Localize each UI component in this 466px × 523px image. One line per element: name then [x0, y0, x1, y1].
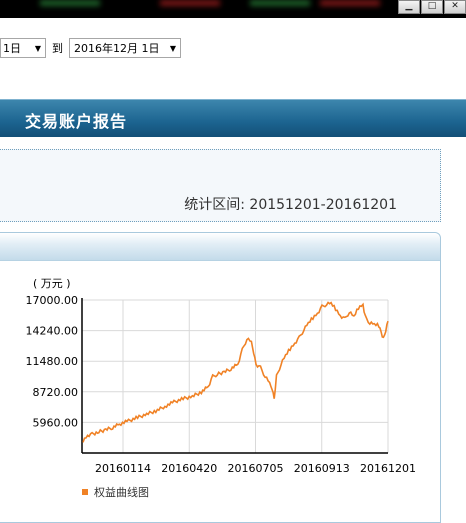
date-range-selector: 1日 ▼ 到 2016年12月 1日 ▼: [0, 38, 181, 58]
legend-label: 权益曲线图: [94, 486, 149, 499]
end-date-value: 2016年12月 1日: [74, 42, 160, 55]
chart-panel-header: [0, 233, 440, 261]
y-tick-labels: 17000.00 14240.00 11480.00 8720.00 5960.00: [26, 294, 79, 429]
y-tick-label: 5960.00: [33, 416, 79, 429]
summary-panel: 统计区间: 20151201-20161201: [0, 149, 441, 222]
chevron-down-icon: ▼: [34, 43, 41, 53]
maximize-button[interactable]: □: [421, 0, 443, 14]
y-tick-label: 8720.00: [33, 386, 79, 399]
chart-legend: 权益曲线图: [82, 484, 149, 500]
window-controls: ▁ □ ✕: [398, 0, 466, 14]
report-header: 交易账户报告: [0, 99, 466, 137]
start-date-value: 1日: [3, 42, 21, 55]
x-tick-label: 20160420: [161, 462, 217, 475]
y-tick-label: 17000.00: [26, 294, 79, 307]
x-tick-labels: 20160114 20160420 20160705 20160913 20161201: [95, 462, 416, 475]
period-value: 20151201-20161201: [249, 197, 397, 213]
decorative-glow: [160, 0, 220, 6]
chart-unit-label: ( 万元 ): [33, 277, 71, 290]
x-tick-label: 20160913: [294, 462, 350, 475]
equity-chart: 17000.00 14240.00 11480.00 8720.00 5960.00 2…: [26, 294, 417, 475]
end-date-select[interactable]: 2016年12月 1日 ▼: [69, 38, 181, 58]
to-label: 到: [52, 42, 63, 55]
decorative-glow: [320, 0, 380, 6]
x-tick-label: 20160114: [95, 462, 151, 475]
decorative-glow: [250, 0, 310, 6]
minimize-button[interactable]: ▁: [398, 0, 420, 14]
equity-series-line: [82, 301, 389, 443]
period-label: 统计区间:: [184, 197, 245, 213]
chart-axes: [81, 298, 388, 454]
chart-grid: [82, 299, 389, 453]
background-strip: ▁ □ ✕: [0, 0, 466, 18]
legend-swatch: [82, 489, 88, 495]
chevron-down-icon: ▼: [169, 43, 176, 53]
start-date-select[interactable]: 1日 ▼: [0, 38, 46, 58]
y-tick-label: 14240.00: [26, 325, 79, 338]
period-text: 统计区间: 20151201-20161201: [184, 194, 397, 214]
x-tick-label: 20160705: [228, 462, 284, 475]
chart-panel: [0, 232, 441, 523]
decorative-glow: [40, 0, 100, 6]
y-tick-label: 11480.00: [26, 355, 79, 368]
close-button[interactable]: ✕: [444, 0, 466, 14]
report-title: 交易账户报告: [25, 112, 128, 131]
x-tick-label: 20161201: [360, 462, 416, 475]
